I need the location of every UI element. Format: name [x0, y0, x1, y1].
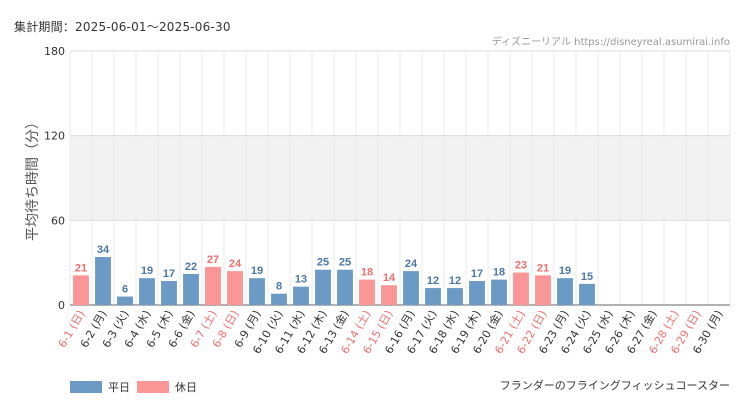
y-tick-label: 180 [44, 45, 65, 58]
bar-value-label: 25 [317, 257, 329, 269]
bar [359, 279, 375, 305]
source-credit: ディズニーリアル https://disneyreal.asumirai.inf… [491, 37, 730, 48]
attraction-name: フランダーのフライングフィッシュコースター [499, 379, 730, 392]
bar-value-label: 15 [581, 271, 593, 283]
bar-value-label: 19 [141, 265, 153, 277]
bar-value-label: 34 [97, 244, 110, 256]
bar-value-label: 19 [251, 265, 263, 277]
bar [271, 293, 287, 305]
y-tick-label: 60 [51, 214, 65, 227]
bar-value-label: 25 [339, 257, 351, 269]
bar [513, 272, 529, 305]
bar [557, 278, 573, 305]
bar-value-label: 24 [405, 258, 418, 270]
bar [117, 296, 133, 305]
bar-value-label: 19 [559, 265, 571, 277]
y-axis-label: 平均待ち時間（分） [25, 115, 41, 241]
bar-value-label: 17 [471, 268, 483, 280]
bar-value-label: 22 [185, 261, 197, 273]
legend-holiday-label: 休日 [175, 381, 197, 394]
bar-value-label: 21 [75, 262, 87, 274]
bar [579, 283, 595, 305]
bar [447, 288, 463, 305]
legend-weekday-label: 平日 [108, 381, 130, 394]
legend-holiday: 休日 [137, 379, 197, 395]
bar [249, 278, 265, 305]
bar [205, 266, 221, 305]
bar-value-label: 24 [229, 258, 242, 270]
bar-value-label: 17 [163, 268, 175, 280]
bar-value-label: 21 [537, 262, 549, 274]
bar [403, 271, 419, 305]
bar-value-label: 14 [383, 272, 396, 284]
bar-value-label: 18 [361, 267, 373, 279]
bar-value-label: 6 [122, 284, 128, 296]
bar [139, 278, 155, 305]
bar-value-label: 12 [427, 275, 439, 287]
period-label: 集計期間：2025-06-01〜2025-06-30 [14, 20, 231, 34]
bar-value-label: 12 [449, 275, 461, 287]
bar-value-label: 18 [493, 267, 505, 279]
bar [337, 269, 353, 305]
bar [227, 271, 243, 305]
bar [161, 281, 177, 305]
legend-weekday-swatch [70, 381, 102, 393]
bar [425, 288, 441, 305]
bar-value-label: 13 [295, 274, 307, 286]
y-tick-label: 0 [58, 299, 65, 312]
bar-value-label: 27 [207, 254, 219, 266]
bar [315, 269, 331, 305]
bar [469, 281, 485, 305]
bar [381, 285, 397, 305]
bar [73, 275, 89, 305]
bar [95, 257, 111, 305]
bar [491, 279, 507, 305]
bar [183, 273, 199, 305]
legend-weekday: 平日 [70, 379, 130, 395]
legend-holiday-swatch [137, 381, 169, 393]
y-tick-label: 120 [44, 130, 65, 143]
bar [535, 275, 551, 305]
bar [293, 286, 309, 305]
bar-value-label: 8 [276, 281, 282, 293]
bar-value-label: 23 [515, 260, 527, 272]
